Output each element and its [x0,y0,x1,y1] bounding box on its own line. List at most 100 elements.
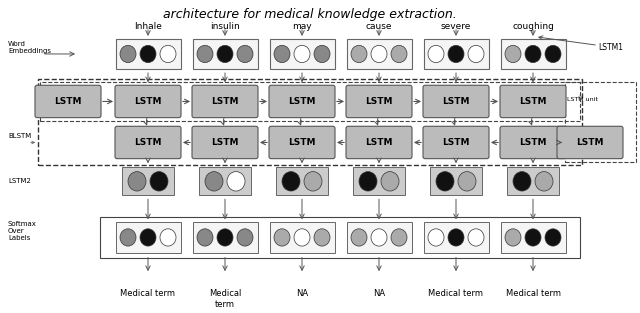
FancyBboxPatch shape [424,222,488,253]
Circle shape [274,229,290,246]
Circle shape [205,172,223,191]
FancyBboxPatch shape [500,39,566,69]
Text: may: may [292,22,312,31]
Circle shape [505,45,521,63]
Circle shape [535,172,553,191]
FancyBboxPatch shape [115,126,181,159]
FancyBboxPatch shape [507,167,559,195]
Text: Medical
term: Medical term [209,289,241,309]
Circle shape [468,229,484,246]
Circle shape [294,45,310,63]
Circle shape [545,229,561,246]
FancyBboxPatch shape [269,39,335,69]
Text: Medical term: Medical term [429,289,483,298]
Circle shape [359,172,377,191]
Text: NA: NA [373,289,385,298]
Text: LSTM unit: LSTM unit [567,97,598,102]
Circle shape [282,172,300,191]
FancyBboxPatch shape [115,39,180,69]
Circle shape [391,45,407,63]
Text: NA: NA [296,289,308,298]
Circle shape [505,229,521,246]
Circle shape [428,229,444,246]
Circle shape [448,229,464,246]
Circle shape [525,45,541,63]
FancyBboxPatch shape [192,85,258,118]
Circle shape [458,172,476,191]
Circle shape [381,172,399,191]
FancyBboxPatch shape [115,222,180,253]
Circle shape [448,45,464,63]
Bar [40,82,580,121]
Circle shape [140,229,156,246]
Text: cause: cause [365,22,392,31]
Text: LSTM: LSTM [576,138,604,147]
FancyBboxPatch shape [423,85,489,118]
Text: LSTM: LSTM [288,97,316,106]
Text: Inhale: Inhale [134,22,162,31]
FancyBboxPatch shape [346,39,412,69]
FancyBboxPatch shape [192,126,258,159]
Circle shape [314,45,330,63]
FancyBboxPatch shape [346,222,412,253]
Text: Word
Embeddings: Word Embeddings [8,41,51,54]
Text: LSTM: LSTM [288,138,316,147]
Bar [100,217,580,258]
FancyBboxPatch shape [269,85,335,118]
Circle shape [237,45,253,63]
FancyBboxPatch shape [269,126,335,159]
FancyBboxPatch shape [346,85,412,118]
FancyBboxPatch shape [193,222,257,253]
Text: Softmax
Over
Labels: Softmax Over Labels [8,221,37,241]
FancyBboxPatch shape [557,126,623,159]
Circle shape [468,45,484,63]
Circle shape [513,172,531,191]
FancyBboxPatch shape [193,39,257,69]
Circle shape [160,45,176,63]
Circle shape [217,45,233,63]
Circle shape [436,172,454,191]
Circle shape [525,229,541,246]
Text: LSTM: LSTM [442,97,470,106]
FancyBboxPatch shape [353,167,405,195]
Text: Medical term: Medical term [506,289,561,298]
FancyBboxPatch shape [430,167,482,195]
Text: coughing: coughing [512,22,554,31]
Circle shape [371,229,387,246]
FancyBboxPatch shape [346,126,412,159]
Circle shape [274,45,290,63]
Text: LSTM: LSTM [519,138,547,147]
Circle shape [314,229,330,246]
Text: LSTM: LSTM [134,97,162,106]
FancyBboxPatch shape [35,85,101,118]
Text: architecture for medical knowledge extraction.: architecture for medical knowledge extra… [163,8,457,21]
FancyBboxPatch shape [424,39,488,69]
Text: LSTM: LSTM [519,97,547,106]
FancyBboxPatch shape [423,126,489,159]
Text: LSTM2: LSTM2 [8,178,31,184]
FancyBboxPatch shape [500,85,566,118]
Circle shape [428,45,444,63]
Circle shape [351,229,367,246]
FancyBboxPatch shape [276,167,328,195]
Circle shape [217,229,233,246]
Circle shape [545,45,561,63]
FancyBboxPatch shape [500,222,566,253]
Text: insulin: insulin [210,22,240,31]
Circle shape [294,229,310,246]
Circle shape [197,229,213,246]
Circle shape [120,45,136,63]
Text: BLSTM: BLSTM [8,133,31,139]
Circle shape [237,229,253,246]
Circle shape [371,45,387,63]
Circle shape [140,45,156,63]
Text: LSTM1: LSTM1 [598,43,623,52]
Circle shape [197,45,213,63]
Circle shape [120,229,136,246]
Circle shape [391,229,407,246]
Text: Medical term: Medical term [120,289,175,298]
FancyBboxPatch shape [269,222,335,253]
FancyBboxPatch shape [115,85,181,118]
FancyBboxPatch shape [500,126,566,159]
Text: LSTM: LSTM [211,97,239,106]
